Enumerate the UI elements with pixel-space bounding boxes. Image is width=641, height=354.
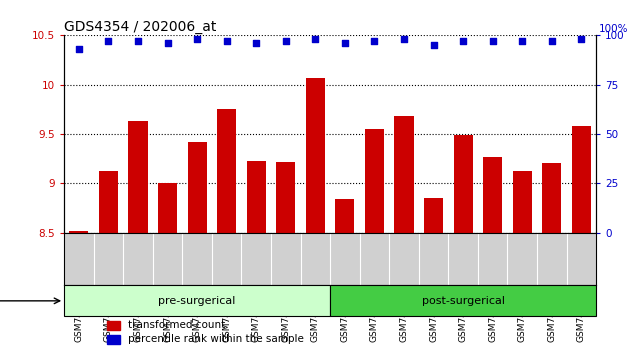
Bar [69, 231, 88, 233]
Bar [330, 285, 596, 316]
Point [576, 36, 587, 42]
Bar [188, 142, 206, 233]
Bar [106, 335, 120, 344]
Bar [394, 116, 413, 233]
Point [517, 39, 528, 44]
Point [428, 42, 438, 48]
Bar [99, 171, 118, 233]
Bar [483, 157, 503, 233]
Point [340, 40, 350, 46]
Point [222, 39, 232, 44]
Bar [424, 198, 443, 233]
Bar [306, 78, 325, 233]
Text: GDS4354 / 202006_at: GDS4354 / 202006_at [64, 21, 217, 34]
Bar [335, 199, 354, 233]
Text: transformed count: transformed count [128, 320, 225, 330]
Point [369, 39, 379, 44]
Point [192, 36, 203, 42]
Point [251, 40, 262, 46]
Bar [572, 126, 591, 233]
Bar [217, 109, 237, 233]
Point [547, 39, 557, 44]
Point [74, 46, 84, 52]
Bar [513, 171, 532, 233]
Point [488, 39, 498, 44]
Bar [106, 321, 120, 330]
Bar [542, 163, 562, 233]
Bar [158, 183, 177, 233]
Point [310, 36, 320, 42]
Text: pre-surgerical: pre-surgerical [158, 296, 236, 306]
Bar [247, 161, 266, 233]
Point [281, 39, 291, 44]
Text: 100%: 100% [599, 24, 628, 34]
Bar [454, 135, 472, 233]
Bar [128, 121, 147, 233]
Point [399, 36, 409, 42]
Point [458, 39, 468, 44]
Text: post-surgerical: post-surgerical [422, 296, 504, 306]
Point [103, 39, 113, 44]
Bar [276, 162, 296, 233]
Point [133, 39, 143, 44]
Text: percentile rank within the sample: percentile rank within the sample [128, 334, 304, 344]
Point [162, 40, 172, 46]
Bar [64, 285, 330, 316]
Bar [365, 129, 384, 233]
